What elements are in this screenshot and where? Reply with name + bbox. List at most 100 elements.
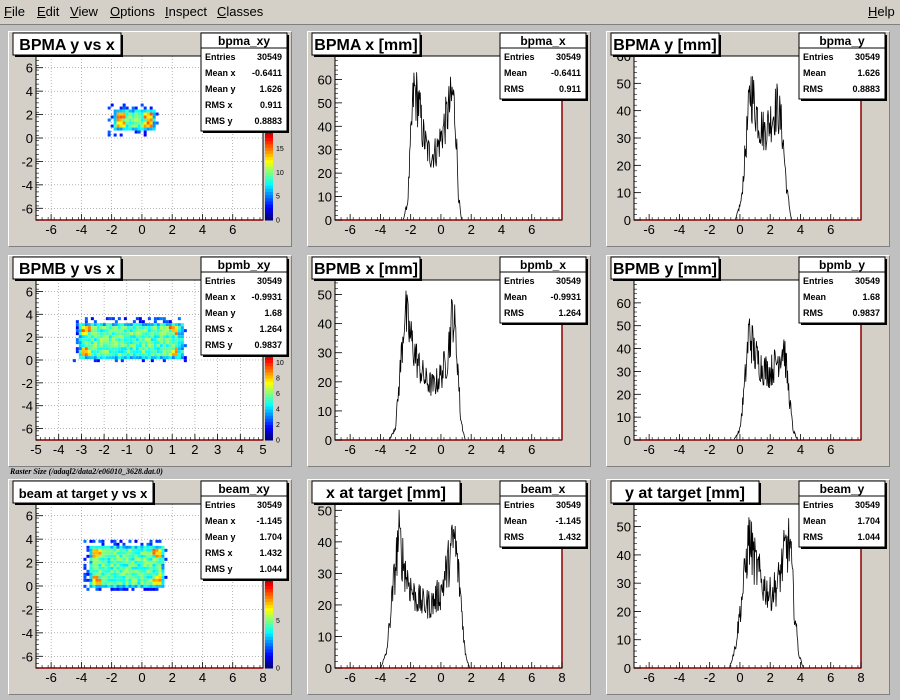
palette-cell	[265, 213, 273, 218]
palette-cell	[265, 648, 273, 653]
menu-help[interactable]: Help	[868, 4, 895, 19]
heatmap-cell	[131, 572, 135, 576]
stats-value: 1.704	[259, 532, 282, 542]
heatmap-cell	[180, 350, 184, 354]
y-tick-label: 40	[318, 535, 332, 550]
heatmap-cell	[168, 320, 172, 324]
heatmap-cell	[101, 545, 105, 549]
heatmap-cell	[93, 356, 97, 360]
heatmap-cell	[155, 578, 159, 582]
menu-file[interactable]: File	[4, 4, 25, 19]
menu-options[interactable]: Options	[110, 4, 155, 19]
heatmap-cell	[149, 548, 153, 552]
heatmap-cell	[84, 326, 88, 330]
heatmap-cell	[126, 347, 130, 351]
heatmap-cell	[131, 560, 135, 564]
pad-bpmb-xy[interactable]: 024681012-5-4-3-2-1012345-6-4-20246BPMB …	[8, 255, 292, 467]
heatmap-cell	[102, 356, 106, 360]
menu-classes[interactable]: Classes	[217, 4, 264, 19]
menu-edit[interactable]: Edit	[37, 4, 60, 19]
pad-beam-x[interactable]: -6 -4 -2 0 2 4 6 8 0 10 20 30 40 50 x at target [mm] be…	[307, 479, 591, 695]
heatmap-cell	[140, 581, 144, 585]
heatmap-cell	[113, 109, 117, 113]
heatmap-cell	[149, 575, 153, 579]
heatmap-cell	[143, 569, 147, 573]
palette-cell	[265, 131, 273, 135]
heatmap-cell	[162, 329, 166, 333]
heatmap-cell	[140, 542, 144, 546]
heatmap-cell	[95, 581, 99, 585]
heatmap-cell	[93, 347, 97, 351]
heatmap-cell	[99, 332, 103, 336]
heatmap-cell	[134, 569, 138, 573]
heatmap-cell	[116, 118, 120, 122]
pad-bpma-x[interactable]: -6 -4 -2 0 2 4 6 0 10 20 30 40 50 60 BPMA x [mm] bpma_x…	[307, 31, 591, 247]
heatmap-cell	[156, 353, 160, 357]
title-shadow	[15, 279, 123, 281]
y-tick-label: 30	[318, 143, 332, 158]
stats-shadow	[801, 323, 887, 325]
stats-shadow	[287, 35, 289, 133]
stats-value: 30549	[855, 276, 880, 286]
heatmap-cell	[111, 338, 115, 342]
stats-label: Mean	[504, 68, 527, 78]
palette-cell	[265, 415, 273, 419]
heatmap-cell	[144, 323, 148, 327]
heatmap-cell	[99, 338, 103, 342]
stats-label: Mean	[803, 292, 826, 302]
menu-inspect[interactable]: Inspect	[165, 4, 207, 19]
pad-bpmb-y[interactable]: -6 -4 -2 0 2 4 6 0 10 20 30 40 50 60 BPMB y [mm] bpmb_y…	[606, 255, 890, 467]
palette-cell	[265, 172, 273, 177]
y-tick-label: 60	[318, 72, 332, 87]
heatmap-cell	[177, 326, 181, 330]
heatmap-cell	[177, 338, 181, 342]
heatmap-cell	[141, 335, 145, 339]
heatmap-cell	[146, 127, 150, 131]
palette-cell	[265, 381, 273, 385]
heatmap-cell	[134, 551, 138, 555]
heatmap-cell	[141, 338, 145, 342]
heatmap-cell	[174, 347, 178, 351]
heatmap-cell	[87, 344, 91, 348]
heatmap-cell	[89, 569, 93, 573]
heatmap-cell	[171, 353, 175, 357]
heatmap-cell	[111, 326, 115, 330]
heatmap-cell	[116, 542, 120, 546]
heatmap-cell	[131, 106, 135, 110]
pad-beam-y[interactable]: -6 -4 -2 0 2 4 6 8 0 10 20 30 40 50 y at target [mm] be…	[606, 479, 890, 695]
stats-value: 30549	[855, 500, 880, 510]
heatmap-cell	[158, 557, 162, 561]
heatmap-cell	[93, 350, 97, 354]
y-tick-label: 10	[318, 190, 332, 205]
x-tick-label: 6	[528, 442, 535, 457]
heatmap-cell	[159, 356, 163, 360]
heatmap-cell	[129, 356, 133, 360]
heatmap-cell	[116, 124, 120, 128]
y-tick-label: 4	[26, 532, 33, 547]
heatmap-cell	[95, 578, 99, 582]
palette-cell	[265, 396, 273, 401]
heatmap-cell	[147, 356, 151, 360]
stats-label: Entries	[803, 500, 834, 510]
palette-tick-label: 0	[276, 218, 280, 225]
heatmap-cell	[135, 335, 139, 339]
y-tick-label: 50	[318, 288, 332, 303]
heatmap-cell	[128, 569, 132, 573]
x-tick-label: 4	[199, 222, 206, 237]
heatmap-cell	[116, 121, 120, 125]
heatmap-cell	[158, 584, 162, 588]
heatmap-cell	[113, 548, 117, 552]
heatmap-cell	[119, 548, 123, 552]
heatmap-cell	[84, 356, 88, 360]
x-tick-label: -2	[704, 222, 716, 237]
pad-bpmb-x[interactable]: -6 -4 -2 0 2 4 6 0 10 20 30 40 50 BPMB x [mm] bpmb_x En…	[307, 255, 591, 467]
menu-view[interactable]: View	[70, 4, 98, 19]
heatmap-cell	[78, 323, 82, 327]
heatmap-cell	[156, 332, 160, 336]
heatmap-cell	[108, 344, 112, 348]
y-tick-label: 4	[26, 307, 33, 322]
